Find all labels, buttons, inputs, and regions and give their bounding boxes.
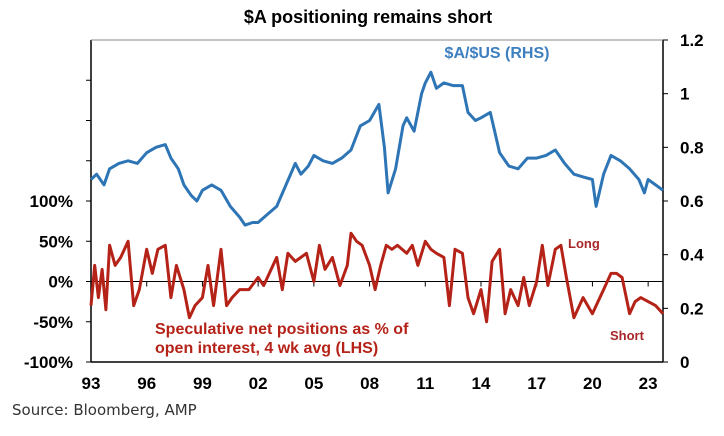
x-tick-label: 14: [472, 374, 491, 393]
right-tick-label: 0.8: [680, 138, 704, 157]
left-tick-label: -50%: [33, 313, 73, 332]
axes: [86, 39, 668, 363]
lhs-series-label-line2: open interest, 4 wk avg (LHS): [155, 340, 378, 357]
x-tick-label: 99: [193, 374, 212, 393]
x-tick-label: 96: [137, 374, 156, 393]
left-tick-label: -100%: [24, 353, 73, 372]
x-tick-label: 08: [360, 374, 379, 393]
lhs-series-label-line1: Speculative net positions as % of: [155, 321, 409, 338]
series-lines: [89, 70, 665, 324]
tick-labels: 100% 50% 0% -50% -100% 1.2 1 0.8 0.6 0.4 0.2 0 93 96 9…: [24, 31, 704, 393]
left-tick-label: 100%: [30, 192, 73, 211]
right-tick-label: 0: [680, 353, 689, 372]
x-tick-label: 93: [82, 374, 101, 393]
right-tick-label: 1: [680, 85, 689, 104]
source-note: Source: Bloomberg, AMP: [12, 401, 197, 419]
x-tick-label: 17: [527, 374, 546, 393]
x-tick-label: 05: [304, 374, 323, 393]
x-tick-label: 20: [583, 374, 602, 393]
short-label: Short: [610, 328, 645, 343]
rhs-series-label: $A/$US (RHS): [445, 45, 550, 62]
x-tick-label: 02: [249, 374, 268, 393]
long-label: Long: [568, 236, 600, 251]
chart-title: $A positioning remains short: [244, 7, 492, 27]
left-tick-label: 50%: [39, 232, 73, 251]
right-tick-label: 0.4: [680, 246, 704, 265]
audusd-line: [89, 70, 664, 227]
net-positions-line: [89, 231, 665, 324]
right-tick-label: 1.2: [680, 31, 704, 50]
left-tick-label: 0%: [48, 273, 73, 292]
right-tick-label: 0.6: [680, 192, 704, 211]
x-tick-label: 11: [416, 374, 434, 393]
right-tick-label: 0.2: [680, 299, 704, 318]
x-tick-label: 23: [639, 374, 658, 393]
